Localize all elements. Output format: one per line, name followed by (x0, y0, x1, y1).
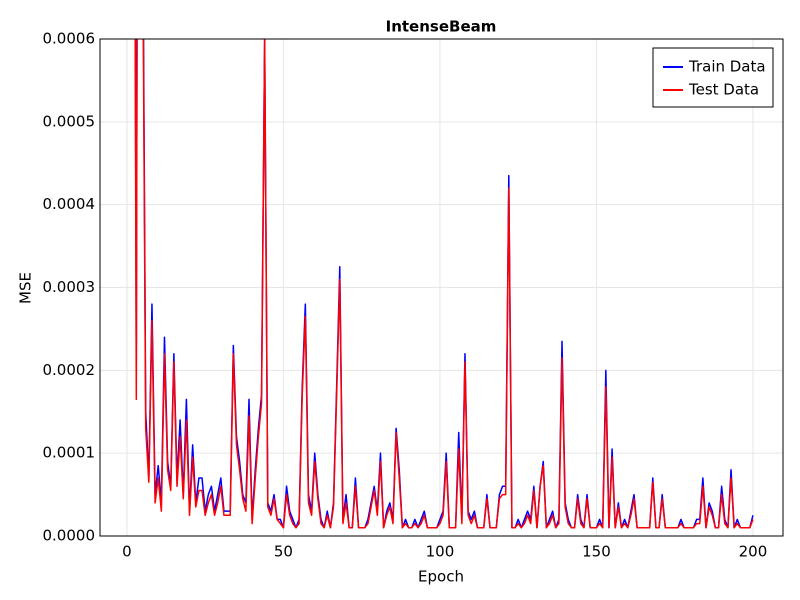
y-axis-label: MSE (17, 272, 35, 304)
legend-label: Test Data (688, 81, 759, 99)
y-tick-label: 0.0002 (43, 361, 96, 379)
y-tick-label: 0.0001 (43, 444, 96, 462)
x-tick-label: 150 (582, 543, 611, 561)
legend-label: Train Data (688, 58, 766, 76)
legend-box (652, 47, 774, 108)
x-axis-label: Epoch (418, 568, 464, 586)
y-tick-label: 0.0003 (43, 278, 96, 296)
plot-frame (99, 38, 784, 537)
x-tick-label: 200 (739, 543, 768, 561)
y-tick-label: 0.0004 (43, 195, 96, 213)
y-tick-label: 0.0006 (43, 30, 96, 48)
plot-lines (134, 39, 754, 529)
legend: Train Data Test Data (652, 47, 774, 108)
x-tick-label: 100 (426, 543, 455, 561)
ticks: 0.0000 0.0001 0.0002 0.0003 0.0004 0.0005 0.00… (43, 30, 768, 561)
x-tick-label: 0 (122, 543, 132, 561)
grid (100, 38, 783, 537)
data-line (134, 39, 754, 529)
chart-title: IntenseBeam (386, 18, 497, 36)
x-tick-label: 50 (274, 543, 293, 561)
y-tick-label: 0.0000 (43, 527, 96, 545)
y-tick-label: 0.0005 (43, 112, 96, 130)
